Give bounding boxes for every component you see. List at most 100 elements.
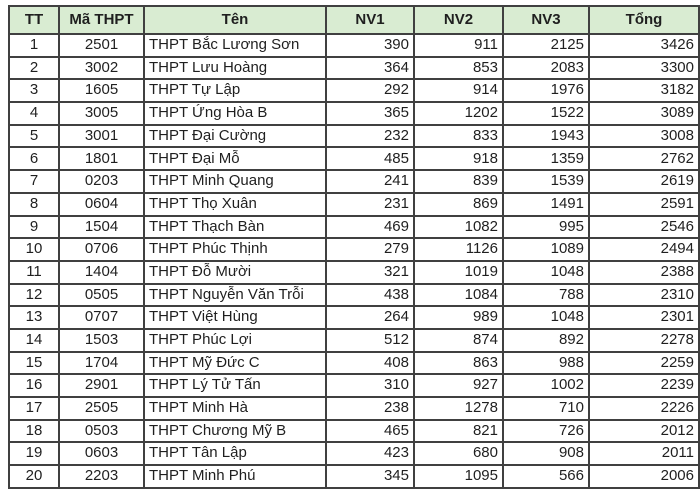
cell-nv2: 918	[413, 146, 504, 172]
cell-nv1: 485	[325, 146, 415, 172]
cell-tt: 12	[8, 282, 60, 308]
cell-nv1: 321	[325, 259, 415, 285]
cell-nv3: 1976	[502, 78, 590, 104]
cell-ma: 1504	[58, 214, 145, 240]
table-row: 7 0203 THPT Minh Quang 241 839 1539 2619	[8, 169, 700, 194]
cell-ten: THPT Phúc Lợi	[143, 327, 327, 353]
cell-nv1: 438	[325, 282, 415, 308]
cell-nv1: 512	[325, 327, 415, 353]
cell-ma: 0706	[58, 237, 145, 262]
cell-nv3: 1522	[502, 101, 590, 126]
table-row: 5 3001 THPT Đại Cường 232 833 1943 3008	[8, 123, 700, 149]
cell-ten: THPT Tự Lập	[143, 78, 327, 104]
cell-ten: THPT Ứng Hòa B	[143, 101, 327, 126]
cell-tong: 2226	[588, 396, 700, 421]
cell-ma: 0203	[58, 169, 145, 194]
cell-ten: THPT Lý Tử Tấn	[143, 373, 327, 398]
cell-nv2: 1019	[413, 259, 504, 285]
table-row: 3 1605 THPT Tự Lập 292 914 1976 3182	[8, 78, 700, 104]
cell-nv3: 1491	[502, 191, 590, 217]
cell-tt: 9	[8, 214, 60, 240]
cell-nv3: 1002	[502, 373, 590, 398]
cell-nv2: 821	[413, 418, 504, 444]
cell-ten: THPT Bắc Lương Sơn	[143, 33, 327, 58]
cell-tong: 3008	[588, 123, 700, 149]
table-row: 1 2501 THPT Bắc Lương Sơn 390 911 2125 3426	[8, 33, 700, 58]
cell-ten: THPT Thạch Bàn	[143, 214, 327, 240]
cell-nv2: 914	[413, 78, 504, 104]
cell-nv2: 911	[413, 33, 504, 58]
cell-ma: 1605	[58, 78, 145, 104]
cell-tt: 7	[8, 169, 60, 194]
cell-tong: 2388	[588, 259, 700, 285]
cell-ma: 3001	[58, 123, 145, 149]
cell-tt: 6	[8, 146, 60, 172]
cell-ma: 1404	[58, 259, 145, 285]
cell-tt: 16	[8, 373, 60, 398]
cell-tt: 1	[8, 33, 60, 58]
cell-nv2: 853	[413, 55, 504, 81]
cell-tong: 2239	[588, 373, 700, 398]
cell-ma: 1801	[58, 146, 145, 172]
cell-nv1: 292	[325, 78, 415, 104]
cell-tt: 4	[8, 101, 60, 126]
cell-ten: THPT Phúc Thịnh	[143, 237, 327, 262]
cell-nv3: 710	[502, 396, 590, 421]
table-row: 18 0503 THPT Chương Mỹ B 465 821 726 2012	[8, 418, 700, 444]
cell-nv3: 908	[502, 441, 590, 467]
cell-nv2: 927	[413, 373, 504, 398]
cell-nv1: 469	[325, 214, 415, 240]
school-admissions-table: TT Mã THPT Tên NV1 NV2 NV3 Tổng 1 2501 THP…	[8, 5, 700, 489]
cell-tong: 2494	[588, 237, 700, 262]
cell-nv2: 833	[413, 123, 504, 149]
cell-tong: 2762	[588, 146, 700, 172]
table-row: 12 0505 THPT Nguyễn Văn Trỗi 438 1084 788 2310	[8, 282, 700, 308]
cell-tong: 2259	[588, 350, 700, 376]
cell-nv3: 1048	[502, 305, 590, 330]
table-body: 1 2501 THPT Bắc Lương Sơn 390 911 2125 3426 2 30…	[8, 33, 700, 489]
table-row: 15 1704 THPT Mỹ Đức C 408 863 988 2259	[8, 350, 700, 376]
cell-nv1: 465	[325, 418, 415, 444]
table-row: 19 0603 THPT Tân Lập 423 680 908 2011	[8, 441, 700, 467]
cell-ma: 1503	[58, 327, 145, 353]
cell-nv1: 238	[325, 396, 415, 421]
cell-nv2: 874	[413, 327, 504, 353]
table-row: 13 0707 THPT Việt Hùng 264 989 1048 2301	[8, 305, 700, 330]
cell-tt: 13	[8, 305, 60, 330]
cell-nv1: 365	[325, 101, 415, 126]
cell-nv3: 1539	[502, 169, 590, 194]
cell-nv1: 264	[325, 305, 415, 330]
table-row: 4 3005 THPT Ứng Hòa B 365 1202 1522 3089	[8, 101, 700, 126]
cell-ma: 0505	[58, 282, 145, 308]
table-row: 16 2901 THPT Lý Tử Tấn 310 927 1002 2239	[8, 373, 700, 398]
table-row: 14 1503 THPT Phúc Lợi 512 874 892 2278	[8, 327, 700, 353]
cell-tt: 19	[8, 441, 60, 467]
cell-ten: THPT Đại Cường	[143, 123, 327, 149]
cell-tong: 2301	[588, 305, 700, 330]
cell-tt: 8	[8, 191, 60, 217]
cell-nv3: 2125	[502, 33, 590, 58]
header-cell-tt: TT	[8, 5, 60, 35]
cell-tt: 18	[8, 418, 60, 444]
cell-ten: THPT Minh Quang	[143, 169, 327, 194]
cell-ma: 1704	[58, 350, 145, 376]
cell-ten: THPT Nguyễn Văn Trỗi	[143, 282, 327, 308]
cell-nv2: 989	[413, 305, 504, 330]
cell-nv2: 1082	[413, 214, 504, 240]
table-row: 17 2505 THPT Minh Hà 238 1278 710 2226	[8, 396, 700, 421]
cell-ten: THPT Minh Hà	[143, 396, 327, 421]
cell-ten: THPT Mỹ Đức C	[143, 350, 327, 376]
cell-nv3: 788	[502, 282, 590, 308]
cell-nv3: 2083	[502, 55, 590, 81]
cell-nv3: 1089	[502, 237, 590, 262]
header-row: TT Mã THPT Tên NV1 NV2 NV3 Tổng	[8, 5, 700, 35]
cell-nv1: 310	[325, 373, 415, 398]
cell-tong: 3300	[588, 55, 700, 81]
cell-nv3: 995	[502, 214, 590, 240]
cell-ma: 0603	[58, 441, 145, 467]
cell-nv3: 988	[502, 350, 590, 376]
cell-nv2: 839	[413, 169, 504, 194]
cell-ten: THPT Thọ Xuân	[143, 191, 327, 217]
cell-ma: 2501	[58, 33, 145, 58]
cell-ten: THPT Tân Lập	[143, 441, 327, 467]
